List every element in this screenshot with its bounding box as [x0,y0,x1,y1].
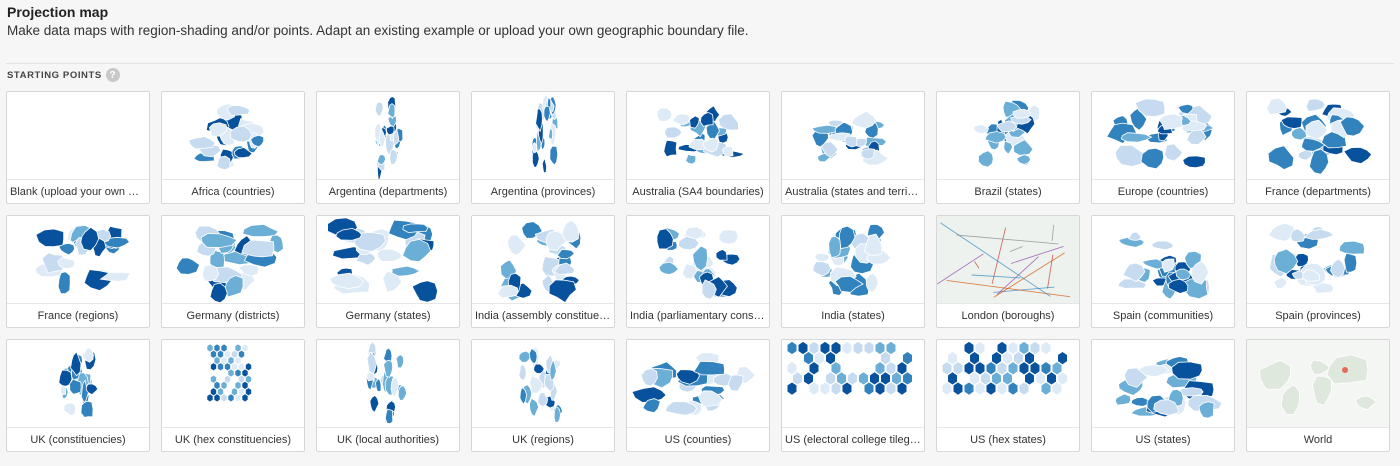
map-card[interactable]: France (regions) [6,215,150,328]
london-map-icon [937,216,1079,303]
europe-map-icon [1092,92,1234,179]
uk-map-icon [317,340,459,427]
uk-map-icon [472,340,614,427]
map-card-label: US (hex states) [937,427,1079,451]
argentina-map-icon [317,92,459,179]
map-card[interactable]: Australia (states and territo… [781,91,925,204]
map-card[interactable]: US (states) [1091,339,1235,452]
map-card-label: Argentina (provinces) [472,179,614,203]
map-card-label: France (departments) [1247,179,1389,203]
map-card[interactable]: US (counties) [626,339,770,452]
page-header: Projection map Make data maps with regio… [7,4,748,40]
india-map-icon [782,216,924,303]
australia-map-icon [782,92,924,179]
map-card[interactable]: Australia (SA4 boundaries) [626,91,770,204]
map-card-label: UK (hex constituencies) [162,427,304,451]
map-card-label: Blank (upload your own Ge… [7,179,149,203]
map-card[interactable]: US (hex states) [936,339,1080,452]
map-card[interactable]: Spain (communities) [1091,215,1235,328]
map-card-label: US (counties) [627,427,769,451]
map-card-label: Spain (provinces) [1247,303,1389,327]
france-map-icon [7,216,149,303]
map-card[interactable]: Brazil (states) [936,91,1080,204]
map-card-label: London (boroughs) [937,303,1079,327]
map-card[interactable]: Germany (states) [316,215,460,328]
map-card[interactable]: Blank (upload your own Ge… [6,91,150,204]
map-card-label: Africa (countries) [162,179,304,203]
australia-map-icon [627,92,769,179]
map-card[interactable]: Argentina (departments) [316,91,460,204]
argentina-map-icon [472,92,614,179]
map-card-label: US (electoral college tilegra… [782,427,924,451]
map-card[interactable]: UK (constituencies) [6,339,150,452]
map-card[interactable]: India (assembly constituen… [471,215,615,328]
page-subtitle: Make data maps with region-shading and/o… [7,23,749,38]
map-card-label: UK (regions) [472,427,614,451]
uk-map-icon [7,340,149,427]
map-card[interactable]: UK (local authorities) [316,339,460,452]
map-card[interactable]: UK (hex constituencies) [161,339,305,452]
spain-map-icon [1092,216,1234,303]
map-card-label: Argentina (departments) [317,179,459,203]
uk-hex-map-icon [162,340,304,427]
us-hex-map-icon [937,340,1079,427]
map-card[interactable]: Europe (countries) [1091,91,1235,204]
map-card[interactable]: Africa (countries) [161,91,305,204]
map-card-label: India (parliamentary consti… [627,303,769,327]
divider [6,63,1394,64]
map-card-label: Germany (states) [317,303,459,327]
map-card[interactable]: France (departments) [1246,91,1390,204]
map-card[interactable]: Spain (provinces) [1246,215,1390,328]
map-card-label: France (regions) [7,303,149,327]
map-card-label: World [1247,427,1389,451]
map-card-label: Australia (SA4 boundaries) [627,179,769,203]
india-map-icon [627,216,769,303]
us-map-icon [627,340,769,427]
map-card-label: India (assembly constituen… [472,303,614,327]
map-card[interactable]: London (boroughs) [936,215,1080,328]
germany-map-icon [162,216,304,303]
map-card-label: Australia (states and territo… [782,179,924,203]
us-map-icon [1092,340,1234,427]
map-card-label: India (states) [782,303,924,327]
map-card-label: Europe (countries) [1092,179,1234,203]
map-card[interactable]: US (electoral college tilegra… [781,339,925,452]
map-card[interactable]: World [1246,339,1390,452]
section-label: STARTING POINTS ? [7,68,120,82]
world-map-icon [1247,340,1389,427]
africa-map-icon [162,92,304,179]
map-card-label: Spain (communities) [1092,303,1234,327]
france-map-icon [1247,92,1389,179]
brazil-map-icon [937,92,1079,179]
us-hex-map-icon [782,340,924,427]
page-title: Projection map [7,4,109,20]
map-card[interactable]: Germany (districts) [161,215,305,328]
map-card-label: UK (constituencies) [7,427,149,451]
map-card-label: Brazil (states) [937,179,1079,203]
map-card[interactable]: India (states) [781,215,925,328]
map-card[interactable]: UK (regions) [471,339,615,452]
map-card[interactable]: India (parliamentary consti… [626,215,770,328]
india-map-icon [472,216,614,303]
spain-map-icon [1247,216,1389,303]
germany-map-icon [317,216,459,303]
map-card[interactable]: Argentina (provinces) [471,91,615,204]
map-card-label: UK (local authorities) [317,427,459,451]
blank-map-icon [7,92,149,179]
help-icon[interactable]: ? [105,68,120,82]
section-label-text: STARTING POINTS [7,69,102,81]
map-card-label: US (states) [1092,427,1234,451]
map-card-label: Germany (districts) [162,303,304,327]
